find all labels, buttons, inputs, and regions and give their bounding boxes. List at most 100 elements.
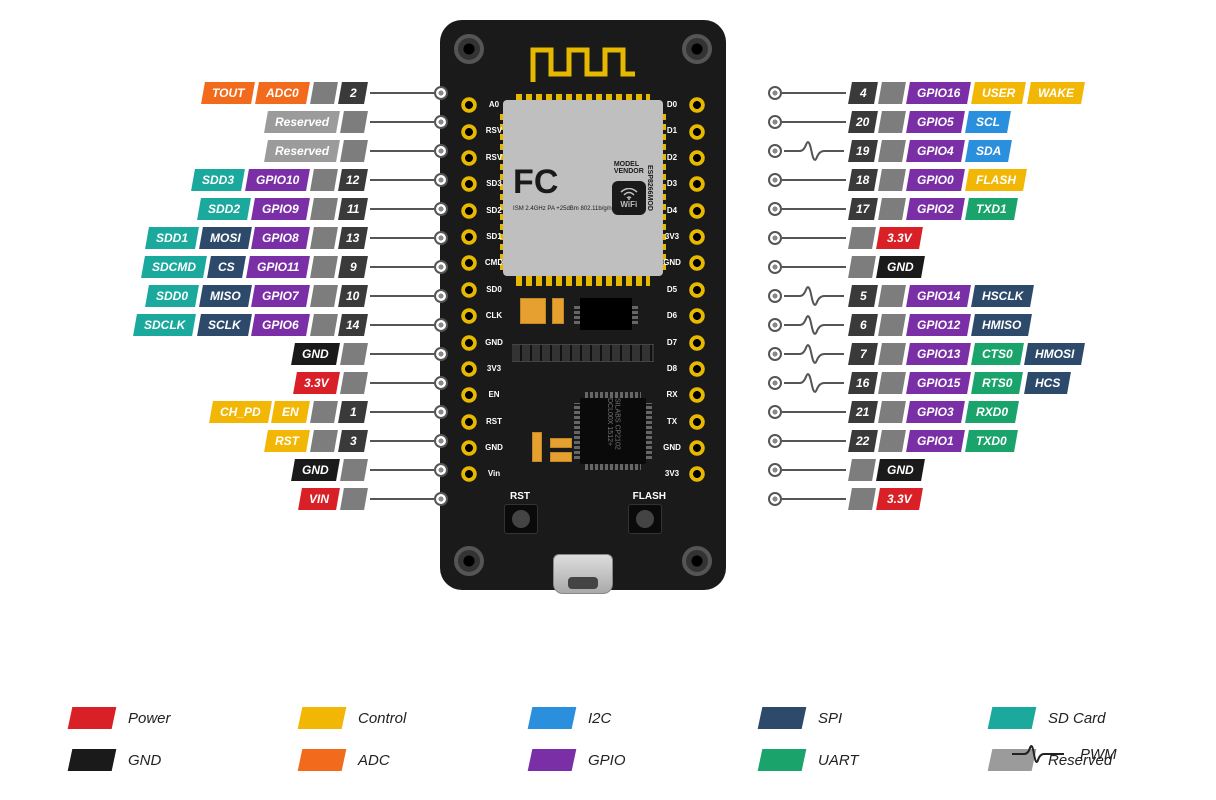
mounting-hole [682, 546, 712, 576]
pin-hole [688, 96, 706, 114]
pin-label: GPIO4 [906, 140, 965, 162]
pin-pad [434, 231, 448, 245]
pin-label: GPIO0 [906, 169, 965, 191]
pwm-wave-icon [782, 373, 846, 393]
pin-label: GPIO1 [906, 430, 965, 452]
silk-label: CLK [482, 303, 506, 329]
wire [782, 92, 846, 94]
pin-label: GND [291, 343, 340, 365]
pin-number: 5 [848, 285, 878, 307]
pin-row: 22GPIO1TXD0 [768, 430, 1015, 452]
grey-chip [848, 227, 876, 249]
pin-label: SDD3 [191, 169, 245, 191]
pin-pad [768, 144, 782, 158]
pin-pad [434, 405, 448, 419]
pin-label: CS [207, 256, 246, 278]
silk-label: RSV [482, 145, 506, 171]
pin-label: RXD0 [965, 401, 1019, 423]
pin-row: 5GPIO14HSCLK [768, 285, 1033, 307]
pin-hole [688, 228, 706, 246]
smd-component [520, 298, 546, 324]
pin-pad [768, 318, 782, 332]
grey-chip [848, 459, 876, 481]
pin-label: WAKE [1027, 82, 1085, 104]
silkscreen-left: A0RSVRSVSD3SD2SD1CMDSD0CLKGND3V3ENRSTGND… [482, 92, 506, 488]
pin-pad [768, 289, 782, 303]
pin-number: 9 [338, 256, 368, 278]
wire [370, 440, 434, 442]
pin-hole [460, 202, 478, 220]
legend-swatch [528, 749, 577, 771]
pin-hole [688, 281, 706, 299]
smd-component [550, 438, 572, 448]
legend-label: PWM [1080, 746, 1117, 763]
legend-swatch [68, 707, 117, 729]
wire [370, 237, 434, 239]
pin-pad [434, 260, 448, 274]
pin-row: 11GPIO9SDD2 [199, 198, 448, 220]
pin-row: 12GPIO10SDD3 [193, 169, 448, 191]
pin-label: GND [876, 459, 925, 481]
silk-label: 3V3 [660, 461, 684, 487]
pin-row: 3.3V [768, 227, 921, 249]
pin-label: 3.3V [876, 227, 923, 249]
pin-row: 20GPIO5SCL [768, 111, 1009, 133]
silk-label: A0 [482, 92, 506, 118]
pin-pad [768, 463, 782, 477]
pin-row: 18GPIO0FLASH [768, 169, 1025, 191]
wire [370, 469, 434, 471]
pin-number: 3 [338, 430, 368, 452]
silk-label: D3 [660, 171, 684, 197]
wire [782, 469, 846, 471]
smd-component [532, 432, 542, 462]
grey-chip [310, 430, 338, 452]
silk-label: D6 [660, 303, 684, 329]
pin-header-left [456, 92, 482, 488]
pin-row: Reserved [266, 140, 448, 162]
pin-pad [768, 231, 782, 245]
cert-text: ISM 2.4GHz PA +25dBm 802.11b/g/n [513, 206, 612, 213]
pin-number: 22 [848, 430, 878, 452]
grey-chip [310, 198, 338, 220]
legend-item: UART [760, 742, 970, 778]
pin-row: 3RST [266, 430, 448, 452]
pin-row: 13GPIO8MOSISDD1 [147, 227, 448, 249]
silk-label: 3V3 [660, 224, 684, 250]
pin-pad [434, 86, 448, 100]
wire [782, 237, 846, 239]
pin-row: GND [768, 256, 923, 278]
smd-component [550, 452, 572, 462]
silk-label: SD1 [482, 224, 506, 250]
legend-item: Power [70, 700, 280, 736]
pin-label: GPIO8 [251, 227, 310, 249]
antenna-icon [523, 34, 643, 86]
pin-hole [688, 386, 706, 404]
pin-row: GND [768, 459, 923, 481]
grey-chip [848, 488, 876, 510]
pin-row: 21GPIO3RXD0 [768, 401, 1017, 423]
grey-chip [310, 227, 338, 249]
pin-label: HSCLK [971, 285, 1034, 307]
pwm-wave-icon [782, 315, 846, 335]
legend-label: UART [818, 752, 859, 769]
pin-label: Reserved [264, 140, 340, 162]
pin-hole [460, 96, 478, 114]
grey-chip [878, 111, 906, 133]
legend-item: SPI [760, 700, 970, 736]
mounting-hole [682, 34, 712, 64]
legend-label: GPIO [588, 752, 626, 769]
chip-pins [646, 403, 652, 459]
pin-row: 10GPIO7MISOSDD0 [147, 285, 448, 307]
wire [370, 121, 434, 123]
grey-chip [878, 343, 906, 365]
pin-hole [460, 465, 478, 483]
pin-number: 16 [848, 372, 878, 394]
silk-label: GND [482, 330, 506, 356]
pin-number: 4 [848, 82, 878, 104]
pin-label: GPIO3 [906, 401, 965, 423]
pin-label: EN [271, 401, 310, 423]
pin-pad [768, 434, 782, 448]
legend-label: I2C [588, 710, 611, 727]
pin-hole [460, 360, 478, 378]
pin-label: HCS [1024, 372, 1071, 394]
